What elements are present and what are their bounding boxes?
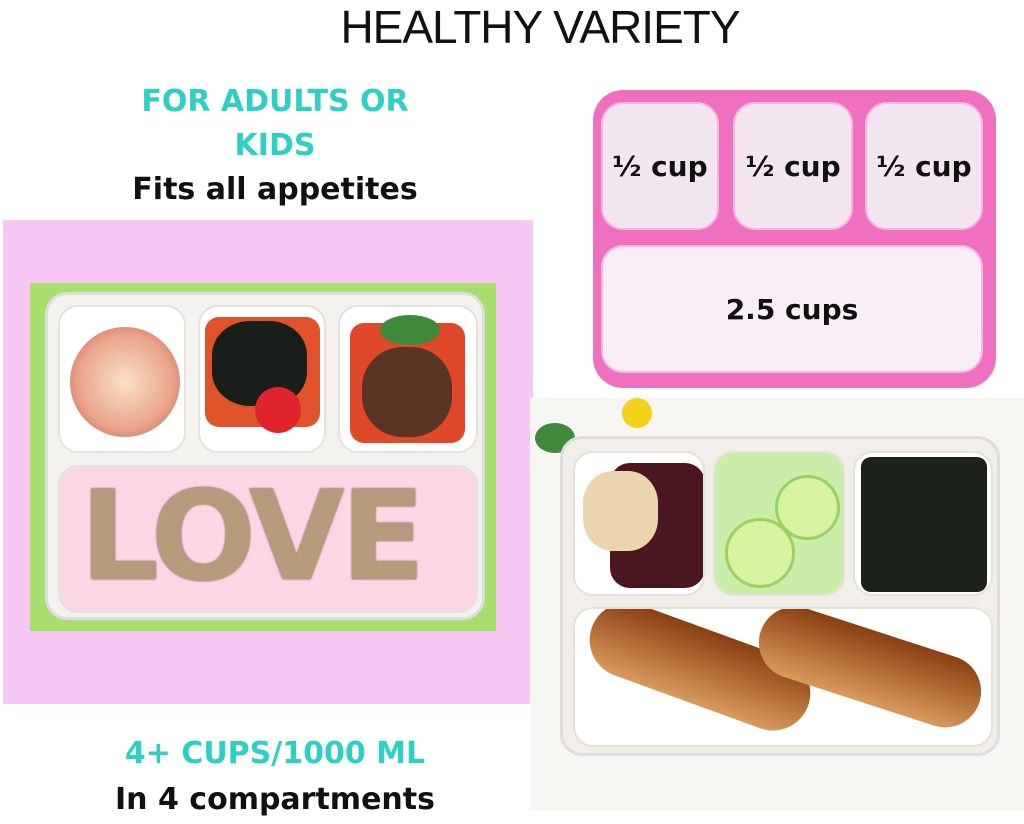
love-sandwich-text: LOVE: [80, 465, 425, 609]
audience-heading-2: KIDS: [234, 128, 316, 163]
appetite-text: Fits all appetites: [132, 172, 418, 207]
compartment-pretzel-sandwiches: [573, 607, 993, 747]
compartment-small-2: ½ cup: [733, 102, 853, 230]
compartment-seaweed: [853, 451, 993, 596]
compartment-large: 2.5 cups: [601, 245, 983, 373]
compartment-cucumber: [713, 451, 845, 596]
capacity-heading: 4+ CUPS/1000 ML: [124, 736, 426, 771]
pink-lunchbox-diagram: ½ cup ½ cup ½ cup 2.5 cups: [593, 90, 996, 388]
compartment-berries: [198, 305, 326, 453]
compartments-text: In 4 compartments: [115, 782, 435, 817]
left-lunchbox-photo: LOVE: [45, 292, 485, 620]
right-lunchbox-photo: [560, 436, 1000, 756]
compartment-strawberry: [338, 305, 478, 453]
compartment-cranberries: [573, 451, 705, 596]
right-photo: [530, 398, 1024, 810]
compartment-small-3: ½ cup: [865, 102, 983, 230]
compartment-small-1: ½ cup: [601, 102, 719, 230]
audience-heading: FOR ADULTS OR: [141, 84, 409, 119]
compartment-love-sandwich: LOVE: [58, 465, 478, 613]
compartment-peaches: [58, 305, 186, 453]
page-title: HEALTHY VARIETY: [340, 1, 740, 53]
